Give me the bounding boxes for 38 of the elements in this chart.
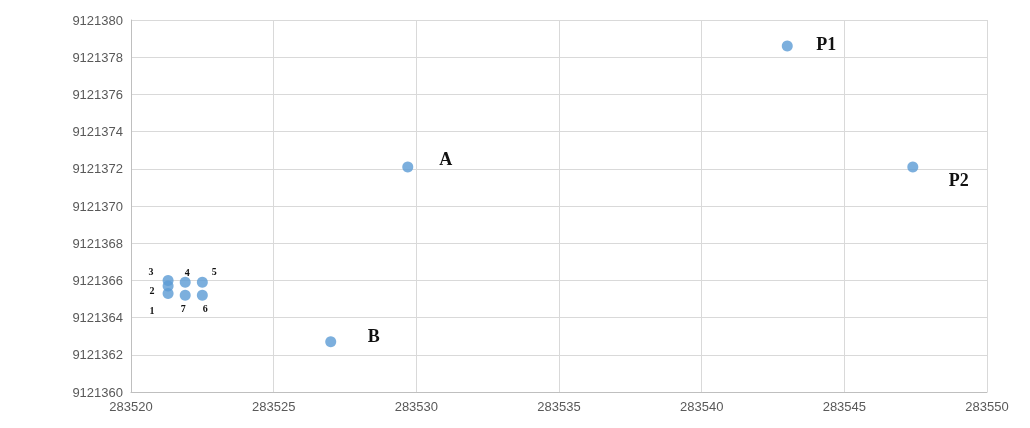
x-tick-label: 283535 — [537, 399, 581, 414]
x-tick-label: 283520 — [109, 399, 153, 414]
x-tick-label: 283550 — [965, 399, 1009, 414]
point — [179, 289, 191, 301]
y-tick-label: 9121370 — [72, 198, 123, 214]
y-tick-label: 9121362 — [72, 347, 123, 363]
annotation: 5 — [211, 265, 217, 277]
y-tick-label: 9121366 — [72, 272, 123, 288]
point — [781, 40, 793, 52]
y-tick-label: 9121372 — [72, 161, 123, 177]
point — [162, 274, 174, 286]
y-tick-label: 9121364 — [72, 310, 123, 326]
point — [402, 161, 414, 173]
annotation: 6 — [202, 302, 208, 314]
y-tick-label: 9121376 — [72, 86, 123, 102]
annotation: 7 — [180, 302, 186, 314]
y-tick-label: 9121378 — [72, 49, 123, 65]
annotation: P2 — [948, 169, 969, 190]
point — [907, 161, 919, 173]
point — [179, 276, 191, 288]
x-tick-label: 283525 — [251, 399, 296, 414]
annotation: 1 — [149, 304, 155, 316]
annotation: 4 — [184, 266, 190, 278]
point — [325, 336, 337, 348]
y-tick-label: 9121380 — [72, 12, 123, 28]
annotation: B — [367, 325, 380, 346]
x-tick-label: 283540 — [679, 399, 724, 414]
annotation: P1 — [816, 34, 837, 55]
x-tick-label: 283530 — [394, 399, 439, 414]
annotation: 3 — [148, 265, 154, 277]
point — [196, 276, 208, 288]
point — [196, 289, 208, 301]
annotation: 2 — [149, 285, 155, 297]
y-tick-label: 9121374 — [72, 124, 123, 140]
annotation: A — [439, 148, 453, 169]
y-tick-label: 9121360 — [72, 384, 123, 400]
x-tick-label: 283545 — [822, 399, 867, 414]
y-tick-label: 9121368 — [72, 235, 123, 251]
